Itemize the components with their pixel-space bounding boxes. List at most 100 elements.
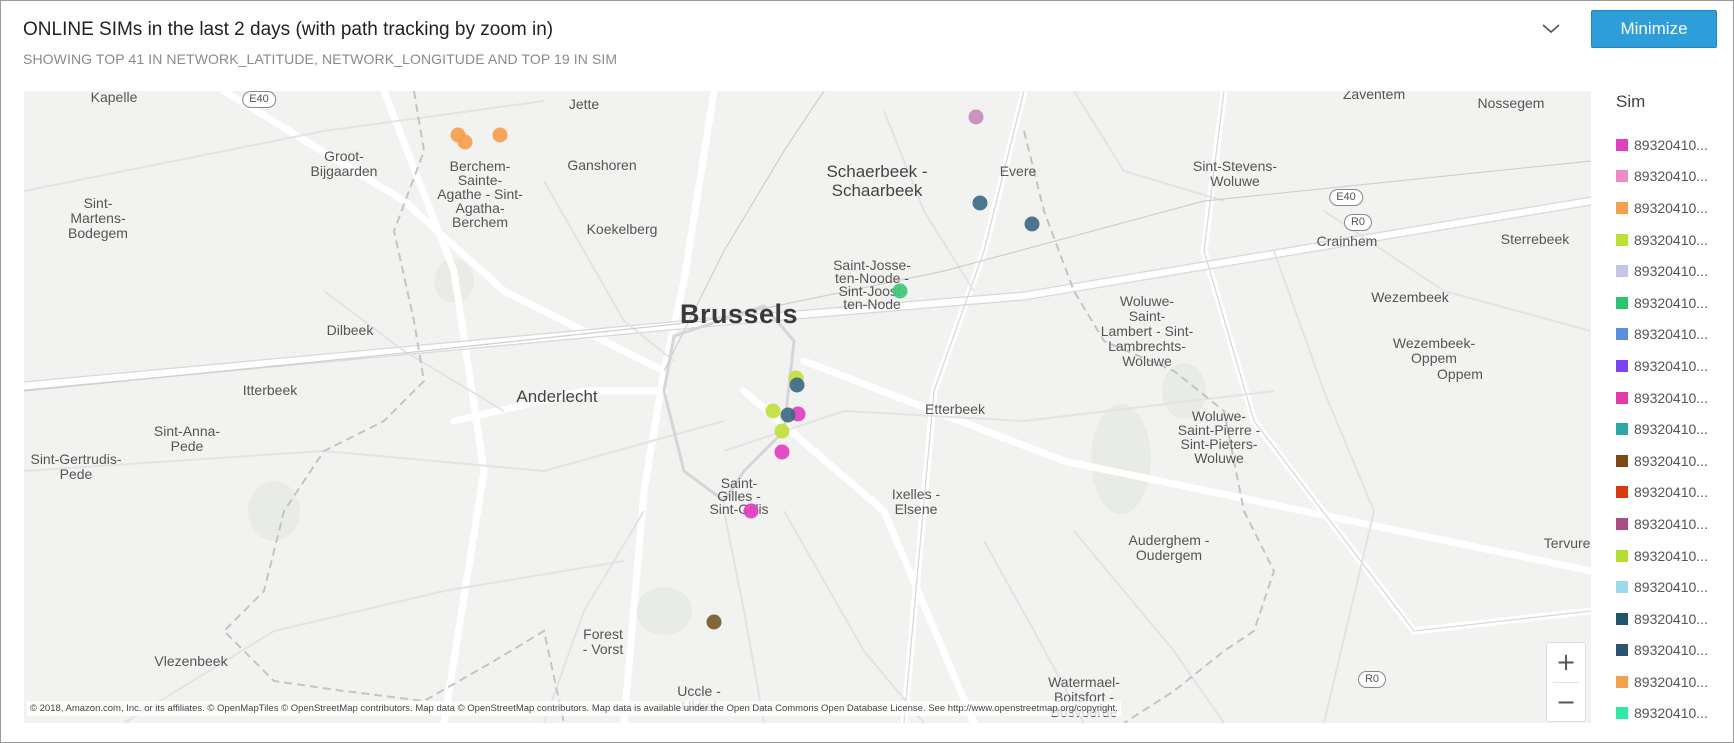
legend-item[interactable]: 89320410... (1616, 445, 1708, 477)
legend-label: 89320410... (1634, 136, 1708, 153)
minimize-button[interactable]: Minimize (1591, 10, 1717, 48)
legend-swatch (1616, 581, 1628, 594)
legend-label: 89320410... (1634, 357, 1708, 374)
legend-item[interactable]: 89320410... (1616, 603, 1708, 635)
place-label: Nossegem (1477, 95, 1545, 111)
zoom-in-button[interactable]: + (1547, 643, 1585, 682)
place-label: Crainhem (1316, 233, 1378, 249)
legend-item[interactable]: 89320410... (1616, 382, 1708, 414)
legend-item[interactable]: 89320410... (1616, 635, 1708, 667)
legend-item[interactable]: 89320410... (1616, 571, 1708, 603)
place-label: Groot- Bijgaarden (310, 148, 378, 179)
legend-swatch (1616, 675, 1628, 688)
legend-item[interactable]: 89320410... (1616, 508, 1708, 540)
widget-subtitle: SHOWING TOP 41 IN NETWORK_LATITUDE, NETW… (23, 51, 618, 67)
sim-marker[interactable] (789, 377, 805, 393)
place-label: Schaerbeek - Schaarbeek (826, 162, 928, 200)
place-label: Zaventem (1342, 91, 1406, 102)
place-label: Sint- Martens- Bodegem (68, 195, 128, 241)
legend-swatch (1616, 170, 1628, 183)
region-border (222, 91, 1276, 723)
legend-swatch (1616, 391, 1628, 404)
legend-item[interactable]: 89320410... (1616, 224, 1708, 256)
legend-swatch (1616, 233, 1628, 246)
legend-swatch (1616, 328, 1628, 341)
legend-swatch (1616, 454, 1628, 467)
sim-marker[interactable] (743, 503, 759, 519)
place-label: Dilbeek (326, 322, 374, 338)
legend-item[interactable]: 89320410... (1616, 477, 1708, 509)
place-label: Jette (568, 96, 600, 112)
legend-item[interactable]: 89320410... (1616, 540, 1708, 572)
legend-item[interactable]: 89320410... (1616, 319, 1708, 351)
legend-item[interactable]: 89320410... (1616, 698, 1708, 730)
sim-marker[interactable] (1024, 216, 1040, 232)
legend-item[interactable]: 89320410... (1616, 192, 1708, 224)
sim-marker[interactable] (774, 423, 790, 439)
place-label: Forest - Vorst (582, 626, 624, 657)
inner-ring-road (662, 304, 796, 504)
sim-marker[interactable] (706, 614, 722, 630)
place-label: Vlezenbeek (154, 653, 228, 669)
sim-marker[interactable] (892, 283, 908, 299)
place-label: Wezembeek (1371, 289, 1449, 305)
legend-label: 89320410... (1634, 673, 1708, 690)
place-label-city: Brussels (679, 299, 799, 329)
legend-label: 89320410... (1634, 484, 1708, 501)
place-label: Sint-Gertrudis- Pede (30, 451, 122, 482)
place-label: Kapelle (90, 91, 138, 105)
place-label: Sint-Anna- Pede (153, 423, 221, 454)
sim-marker[interactable] (972, 195, 988, 211)
legend-item[interactable]: 89320410... (1616, 413, 1708, 445)
map-canvas[interactable]: Kapelle Jette Zaventem Nossegem Groot- B… (24, 91, 1591, 723)
railways (24, 91, 1591, 392)
legend-label: 89320410... (1634, 705, 1708, 722)
legend-swatch (1616, 517, 1628, 530)
legend-item[interactable]: 89320410... (1616, 161, 1708, 193)
legend-item[interactable]: 89320410... (1616, 129, 1708, 161)
place-label: Berchem- Sainte- Agathe - Sint- Agatha- … (437, 158, 523, 230)
sim-marker[interactable] (765, 403, 781, 419)
road-shield: E40 (242, 91, 276, 108)
legend-swatch (1616, 486, 1628, 499)
legend-label: 89320410... (1634, 389, 1708, 406)
legend-swatch (1616, 612, 1628, 625)
place-label: Woluwe- Saint-Pierre - Sint-Pieters- Wol… (1177, 408, 1261, 466)
sim-marker[interactable] (492, 127, 508, 143)
sim-marker[interactable] (968, 109, 984, 125)
park-areas (248, 259, 1206, 635)
legend-swatch (1616, 549, 1628, 562)
legend-label: 89320410... (1634, 421, 1708, 438)
place-label: Itterbeek (242, 382, 298, 398)
legend: Sim 89320410... 89320410... 89320410... 893… (1601, 87, 1731, 737)
legend-swatch (1616, 359, 1628, 372)
sim-marker[interactable] (780, 407, 796, 423)
legend-item[interactable]: 89320410... (1616, 666, 1708, 698)
legend-items: 89320410... 89320410... 89320410... 8932041… (1616, 129, 1708, 729)
place-label: Anderlecht (516, 387, 598, 406)
legend-label: 89320410... (1634, 515, 1708, 532)
place-label: Saint- Gilles - Sint-Gillis (709, 475, 769, 517)
chevron-down-icon[interactable] (1539, 17, 1563, 41)
legend-swatch (1616, 423, 1628, 436)
place-label: Wezembeek- Oppem (1392, 335, 1476, 366)
legend-swatch (1616, 138, 1628, 151)
place-label: Etterbeek (925, 401, 985, 417)
legend-label: 89320410... (1634, 199, 1708, 216)
legend-title: Sim (1616, 92, 1646, 111)
legend-item[interactable]: 89320410... (1616, 350, 1708, 382)
legend-label: 89320410... (1634, 263, 1708, 280)
legend-swatch (1616, 265, 1628, 278)
zoom-out-button[interactable]: − (1547, 683, 1585, 722)
legend-swatch (1616, 296, 1628, 309)
place-label: Saint-Josse- ten-Noode - Sint-Joost- ten… (833, 257, 911, 312)
legend-swatch (1616, 707, 1628, 720)
legend-item[interactable]: 89320410... (1616, 287, 1708, 319)
sim-marker[interactable] (457, 134, 473, 150)
sim-marker[interactable] (774, 444, 790, 460)
legend-item[interactable]: 89320410... (1616, 255, 1708, 287)
place-label: Koekelberg (586, 221, 658, 237)
place-label: Ganshoren (567, 157, 637, 173)
legend-label: 89320410... (1634, 168, 1708, 185)
road-shield: R0 (1343, 214, 1373, 231)
